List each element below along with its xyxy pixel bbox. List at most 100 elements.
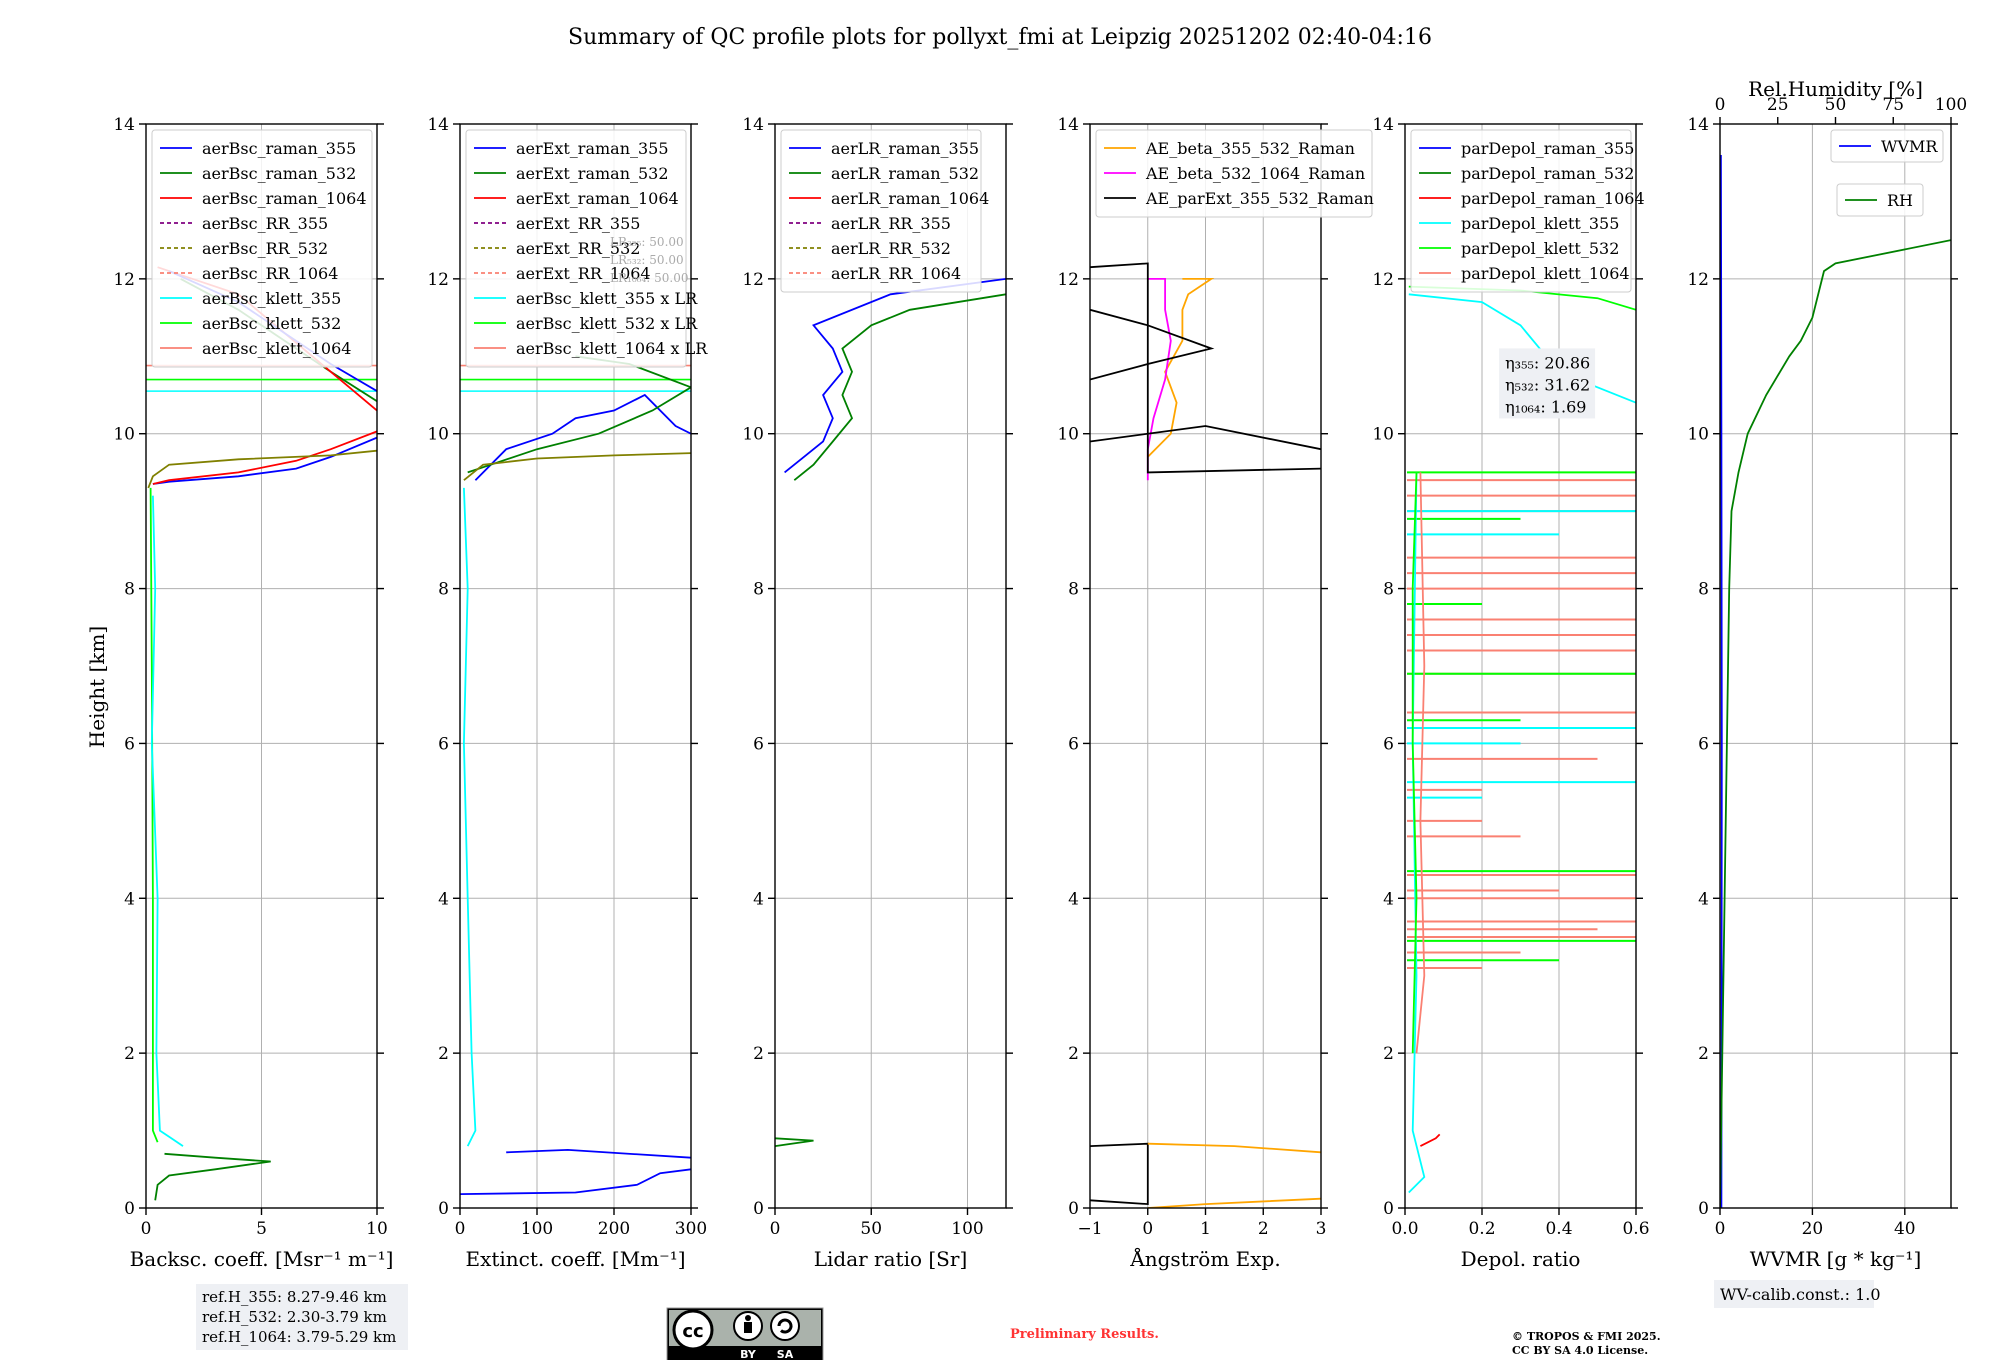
legend-label: parDepol_raman_1064 xyxy=(1461,189,1645,208)
x-axis-label: Ångström Exp. xyxy=(1129,1246,1280,1271)
panel-backscatter: 0 2 4 6 8 10 12 14 0 5 10 Backsc. coeff. [Msr⁻¹ m⁻¹… xyxy=(113,115,393,1271)
y-tick-label: 6 xyxy=(124,734,135,754)
sa-label: SA xyxy=(777,1348,794,1360)
legend-label: aerLR_raman_1064 xyxy=(831,189,989,208)
legend-label: aerBsc_RR_355 xyxy=(202,214,328,233)
top-x-tick-label: 100 xyxy=(1935,95,1967,115)
y-tick-label: 8 xyxy=(124,580,135,600)
legend-label: WVMR xyxy=(1881,137,1938,156)
x-tick-label: 300 xyxy=(675,1219,707,1239)
legend-label: aerBsc_klett_1064 x LR xyxy=(516,339,708,358)
series-line xyxy=(150,495,184,1147)
x-tick-label: −1 xyxy=(1077,1219,1102,1239)
y-tick-label: 6 xyxy=(1383,734,1394,754)
x-tick-label: 5 xyxy=(256,1219,267,1239)
copyright-line-1: © TROPOS & FMI 2025. xyxy=(1512,1330,1661,1343)
lidar-ratio-label: LR₁₀₆₄: 50.00 xyxy=(610,271,688,285)
y-tick-label: 4 xyxy=(1698,889,1709,909)
y-tick-label: 0 xyxy=(1383,1199,1394,1219)
x-tick-label: 0 xyxy=(770,1219,781,1239)
ref-height-355: ref.H_355: 8.27-9.46 km xyxy=(202,1288,387,1306)
x-tick-label: 20 xyxy=(1802,1219,1824,1239)
x-tick-label: 10 xyxy=(366,1219,388,1239)
legend-label: aerExt_RR_1064 xyxy=(516,264,651,283)
y-tick-label: 12 xyxy=(1372,270,1394,290)
legend-label: RH xyxy=(1887,191,1913,210)
y-tick-label: 4 xyxy=(438,889,449,909)
x-tick-label: 40 xyxy=(1894,1219,1916,1239)
x-tick-label: 0.6 xyxy=(1622,1219,1649,1239)
top-x-tick-label: 25 xyxy=(1767,95,1789,115)
wv-calib-text: WV-calib.const.: 1.0 xyxy=(1720,1285,1881,1304)
series-group xyxy=(1407,285,1636,1194)
legend-label: parDepol_klett_1064 xyxy=(1461,264,1630,283)
x-axis-label: WVMR [g * kg⁻¹] xyxy=(1750,1247,1922,1271)
x-axis-label: Backsc. coeff. [Msr⁻¹ m⁻¹] xyxy=(130,1247,394,1271)
lidar-ratio-label: LR₅₃₂: 50.00 xyxy=(610,253,684,267)
y-tick-label: 10 xyxy=(1057,425,1079,445)
panel-water_vapor: 0 2 4 6 8 10 12 14 0 20 40 WVMR [g * kg⁻¹] 0 25 50 75 10… xyxy=(1687,77,1967,1308)
legend-label: AE_beta_355_532_Raman xyxy=(1145,139,1355,158)
y-tick-label: 2 xyxy=(1068,1044,1079,1064)
x-tick-label: 50 xyxy=(860,1219,882,1239)
legend-label: aerExt_RR_355 xyxy=(516,214,640,233)
y-tick-label: 6 xyxy=(1698,734,1709,754)
plot-frame xyxy=(459,123,692,1209)
top-x-tick-label: 0 xyxy=(1715,95,1726,115)
x-tick-label: 0.4 xyxy=(1545,1219,1572,1239)
y-tick-label: 8 xyxy=(438,580,449,600)
legend-label: aerLR_RR_532 xyxy=(831,239,951,258)
legend-box xyxy=(1410,129,1632,293)
series-line xyxy=(1090,425,1321,451)
x-axis-label: Depol. ratio xyxy=(1461,1247,1581,1271)
by-label: BY xyxy=(740,1348,757,1360)
legend-label: aerExt_raman_532 xyxy=(516,164,669,183)
legend-label: aerLR_raman_532 xyxy=(831,164,979,183)
series-line xyxy=(793,293,1006,481)
series-line xyxy=(474,393,691,481)
x-tick-label: 1 xyxy=(1200,1219,1211,1239)
y-tick-label: 10 xyxy=(1687,425,1709,445)
legend-label: aerBsc_raman_355 xyxy=(202,139,356,158)
y-tick-label: 10 xyxy=(1372,425,1394,445)
eta-box xyxy=(1499,348,1596,419)
figure-title: Summary of QC profile plots for pollyxt_… xyxy=(568,25,1432,50)
legend-label: aerLR_RR_355 xyxy=(831,214,951,233)
legend-box xyxy=(465,129,687,368)
legend-label: aerBsc_klett_532 xyxy=(202,314,341,333)
y-tick-label: 10 xyxy=(742,425,764,445)
eta-label: η₁₀₆₄: 1.69 xyxy=(1505,397,1586,416)
legend-label: aerBsc_RR_1064 xyxy=(202,264,338,283)
y-tick-label: 0 xyxy=(1068,1199,1079,1219)
legend-label: aerBsc_klett_532 x LR xyxy=(516,314,698,333)
y-tick-label: 0 xyxy=(124,1199,135,1219)
y-axis-label: Height [km] xyxy=(85,626,109,748)
series-group xyxy=(1090,262,1321,1208)
legend-box-rh xyxy=(1836,183,1924,217)
y-tick-label: 4 xyxy=(124,889,135,909)
legend-box xyxy=(1095,129,1373,218)
series-line xyxy=(1090,262,1321,474)
x-tick-label: 0.0 xyxy=(1391,1219,1418,1239)
series-line xyxy=(1419,1133,1441,1147)
eta-label: η₅₃₂: 31.62 xyxy=(1505,375,1590,394)
y-tick-label: 6 xyxy=(1068,734,1079,754)
series-line xyxy=(149,487,159,1143)
top-x-tick-label: 75 xyxy=(1882,95,1904,115)
series-line xyxy=(152,436,377,485)
legend-label: aerExt_RR_532 xyxy=(516,239,640,258)
preliminary-results-note: Preliminary Results. xyxy=(1010,1327,1159,1342)
ref-height-1064: ref.H_1064: 3.79-5.29 km xyxy=(202,1328,396,1346)
y-tick-label: 8 xyxy=(1068,580,1079,600)
eta-label: η₃₅₅: 20.86 xyxy=(1505,353,1590,372)
legend-label: aerBsc_klett_355 xyxy=(202,289,341,308)
y-tick-label: 0 xyxy=(1698,1199,1709,1219)
legend-box xyxy=(780,129,982,293)
panel-lidar_ratio: 0 2 4 6 8 10 12 14 0 50 100 Lidar ratio [Sr] aerLR_r… xyxy=(742,115,1013,1271)
legend-label: aerLR_raman_355 xyxy=(831,139,979,158)
legend-label: parDepol_raman_532 xyxy=(1461,164,1634,183)
series-line xyxy=(1147,278,1215,458)
